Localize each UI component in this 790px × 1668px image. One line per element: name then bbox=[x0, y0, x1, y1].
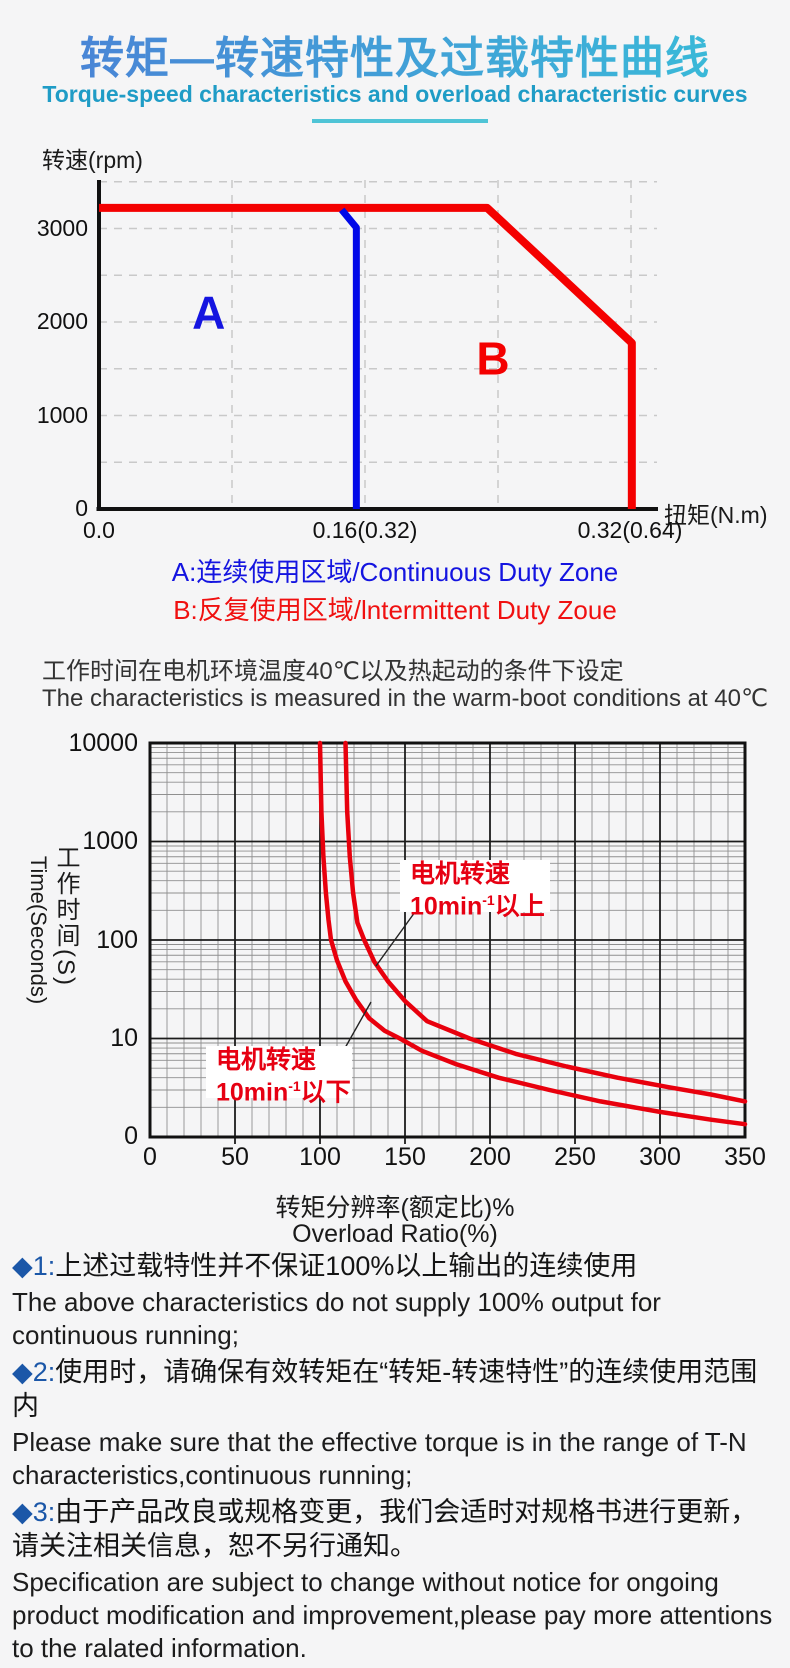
leader-line-lower bbox=[344, 1001, 372, 1049]
chart1-y-tick: 2000 bbox=[36, 308, 88, 334]
callout-speed-above-10min: 电机转速 10min-1以上 bbox=[400, 860, 550, 919]
intermittent-duty-boundary bbox=[99, 203, 636, 509]
superscript: -1 bbox=[482, 892, 495, 908]
note-1-bullet: ◆1: bbox=[12, 1251, 56, 1281]
callout-line1: 电机转速 bbox=[410, 860, 511, 888]
callout-line2: 10min-1以下 bbox=[216, 1078, 351, 1107]
chart2-y-tick: 0 bbox=[124, 1122, 138, 1150]
motor-speed-above-10min-1 bbox=[343, 740, 748, 1104]
chart1-y-tick: 3000 bbox=[36, 215, 88, 241]
chart2-x-tick: 200 bbox=[469, 1143, 511, 1171]
condition-note-cn: 工作时间在电机环境温度40℃以及热起动的条件下设定 bbox=[42, 658, 624, 685]
chart2-x-tick: 350 bbox=[724, 1143, 766, 1171]
condition-note-en: The characteristics is measured in the w… bbox=[42, 685, 768, 712]
chart2-x-tick: 300 bbox=[639, 1143, 681, 1171]
legend-continuous-duty-zone: A:连续使用区域/Continuous Duty Zone bbox=[171, 557, 619, 587]
chart1-y-tick: 0 bbox=[75, 495, 88, 521]
chart1-x-tick: 0.0 bbox=[83, 517, 115, 543]
note-3-bullet: ◆3: bbox=[12, 1497, 56, 1527]
note-1-en: The above characteristics do not supply … bbox=[12, 1287, 661, 1350]
callout-line1: 电机转速 bbox=[216, 1046, 317, 1074]
legend-intermittent-duty-zone: B:反复使用区域/lntermittent Duty Zoue bbox=[173, 595, 617, 625]
subtitle-underline bbox=[312, 119, 488, 123]
note-2-en: Please make sure that the effective torq… bbox=[12, 1427, 747, 1490]
page-title: 转矩—转速特性及过载特性曲线 bbox=[0, 22, 790, 86]
chart1-x-tick: 0.32(0.64) bbox=[577, 517, 683, 543]
chart2-x-tick: 0 bbox=[143, 1143, 157, 1171]
chart2-y-tick: 10000 bbox=[68, 729, 138, 757]
zone-label-A: A bbox=[192, 287, 225, 339]
motor-speed-below-10min-1 bbox=[317, 740, 748, 1127]
chart1-x-tick: 0.16(0.32) bbox=[312, 517, 418, 543]
note-2-cn: ◆2:使用时，请确保有效转矩在“转矩-转速特性”的连续使用范围内 bbox=[12, 1357, 758, 1421]
page-subtitle: Torque-speed characteristics and overloa… bbox=[42, 81, 748, 107]
superscript: -1 bbox=[288, 1078, 301, 1094]
continuous-duty-boundary bbox=[339, 207, 360, 509]
chart2-x-axis-title-en: Overload Ratio(%) bbox=[292, 1220, 498, 1248]
chart1-y-axis-title: 转速(rpm) bbox=[42, 147, 143, 173]
chart2-x-axis-title-cn: 转矩分辨率(额定比)% bbox=[275, 1194, 515, 1222]
chart2-x-tick: 150 bbox=[384, 1143, 426, 1171]
chart2-x-tick: 100 bbox=[299, 1143, 341, 1171]
chart2-x-tick: 50 bbox=[221, 1143, 249, 1171]
chart1-x-axis-title: 扭矩(N.m) bbox=[664, 502, 768, 528]
chart2-y-tick: 100 bbox=[96, 926, 138, 954]
note-3-en: Specification are subject to change with… bbox=[12, 1567, 773, 1663]
chart1-y-tick: 1000 bbox=[36, 402, 88, 428]
zone-label-B: B bbox=[476, 332, 509, 384]
chart2-x-tick: 250 bbox=[554, 1143, 596, 1171]
notes-section: ◆1:上述过载特性并不保证100%以上输出的连续使用 The above cha… bbox=[12, 1249, 780, 1668]
note-2-bullet: ◆2: bbox=[12, 1357, 56, 1387]
note-3-cn: ◆3:由于产品改良或规格变更，我们会适时对规格书进行更新，请关注相关信息，恕不另… bbox=[12, 1497, 758, 1561]
chart2-y-axis-title-cn: 工作时间(S) bbox=[52, 845, 79, 987]
callout-line2: 10min-1以上 bbox=[410, 892, 545, 921]
chart2-y-tick: 10 bbox=[110, 1024, 138, 1052]
callout-speed-below-10min: 电机转速 10min-1以下 bbox=[206, 1046, 352, 1105]
chart2-y-tick: 1000 bbox=[82, 827, 138, 855]
note-1-cn: ◆1:上述过载特性并不保证100%以上输出的连续使用 bbox=[12, 1251, 638, 1281]
